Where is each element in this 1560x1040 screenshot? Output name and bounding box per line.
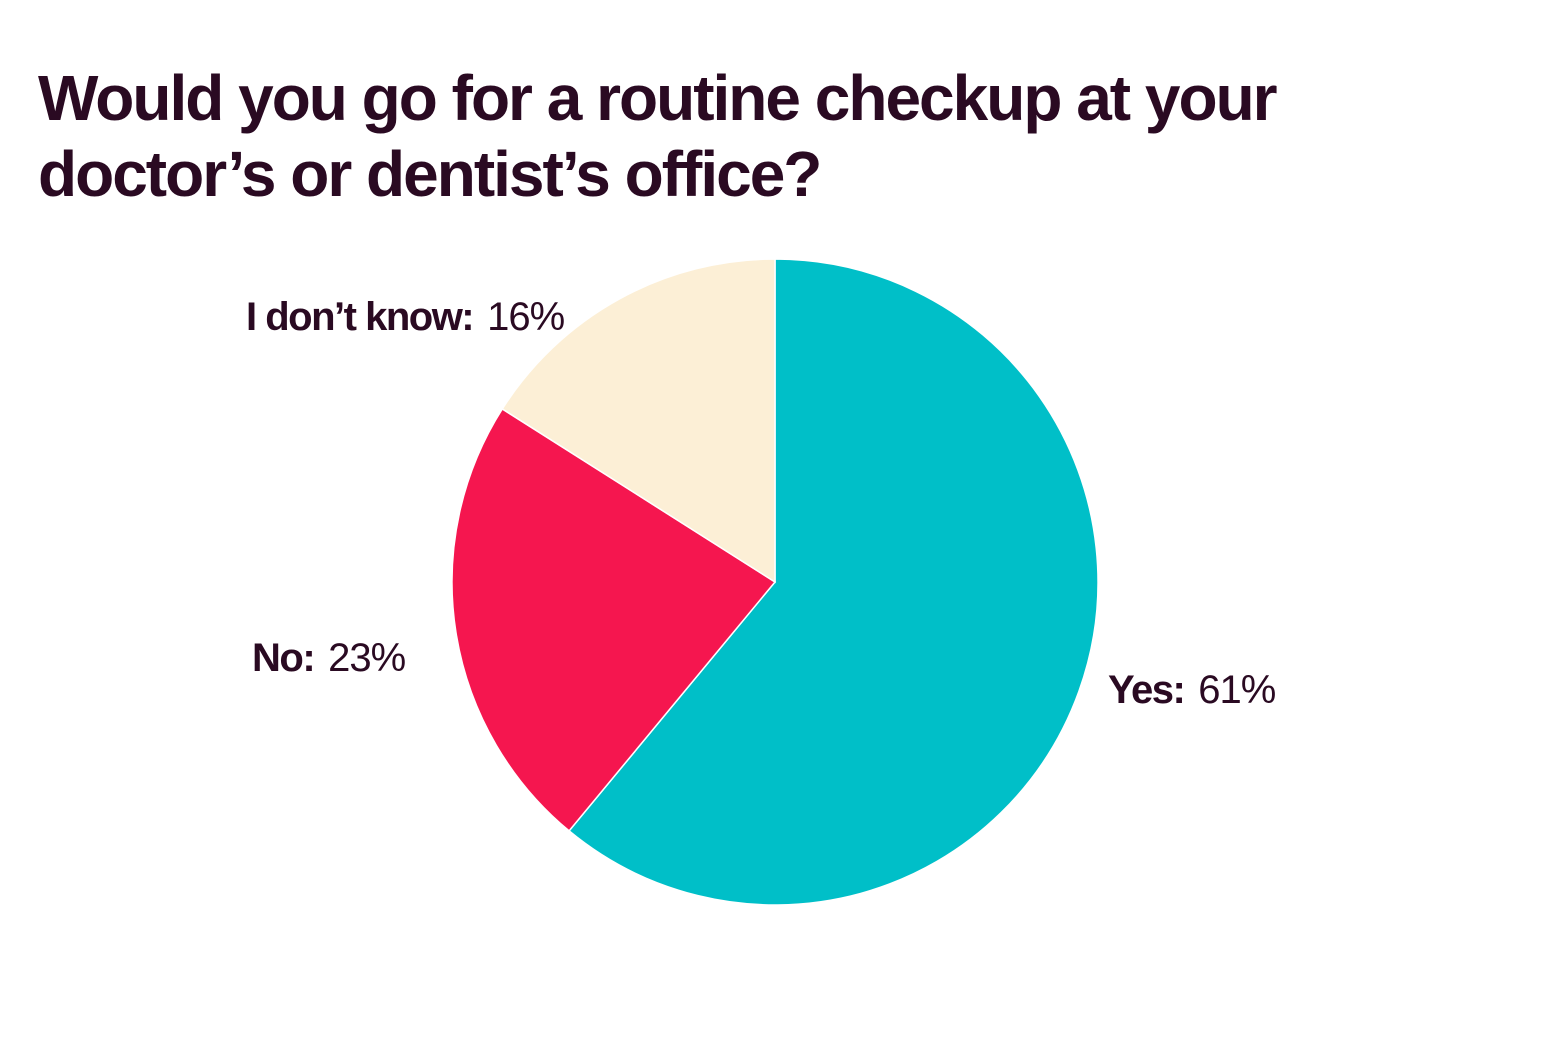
pie-slices [451, 258, 1099, 906]
pie-slice-dont-know [501, 258, 776, 584]
slice-label-no: No: 23% [252, 634, 406, 682]
slice-label-dont-know: I don’t know: 16% [246, 293, 565, 341]
slice-category-yes: Yes: [1108, 668, 1186, 712]
slice-value-no: 23% [328, 636, 406, 680]
slice-value-yes: 61% [1198, 668, 1276, 712]
slice-label-yes: Yes: 61% [1108, 666, 1276, 714]
pie-slice-yes [568, 258, 1099, 906]
slice-category-dont-know: I don’t know: [246, 295, 475, 339]
pie-slice-no [451, 407, 777, 832]
chart-title: Would you go for a routine checkup at yo… [38, 62, 1278, 210]
slice-value-dont-know: 16% [487, 295, 565, 339]
slice-category-no: No: [252, 636, 316, 680]
